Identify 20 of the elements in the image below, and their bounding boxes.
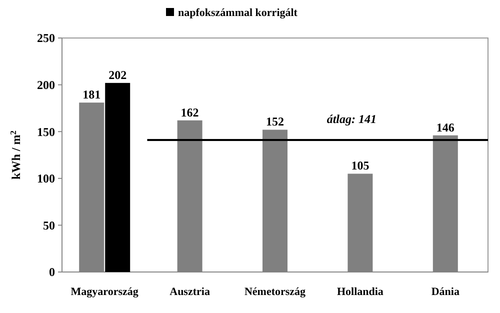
- data-label: 146: [436, 120, 454, 134]
- legend-label: napfokszámmal korrigált: [178, 7, 298, 19]
- x-tick-label: Dánia: [431, 286, 460, 298]
- x-tick-label: Ausztria: [170, 286, 210, 298]
- bar: [105, 82, 130, 272]
- data-label: 152: [266, 114, 284, 129]
- y-tick-label: 50: [43, 218, 55, 232]
- y-tick-label: 150: [37, 124, 55, 139]
- y-tick-label: 250: [37, 31, 55, 46]
- x-tick-label: Németország: [244, 286, 306, 298]
- data-label: 105: [351, 158, 370, 173]
- data-label: 162: [180, 105, 199, 120]
- x-tick-label: Hollandia: [336, 286, 384, 298]
- y-tick-label: 100: [37, 172, 55, 186]
- data-label: 202: [108, 68, 127, 82]
- data-label: 181: [82, 88, 101, 102]
- y-tick-label: 200: [37, 78, 55, 92]
- y-tick-label: 0: [49, 265, 55, 280]
- x-tick-label: Magyarország: [70, 286, 139, 298]
- ref-line-label: átlag: 141: [326, 112, 377, 126]
